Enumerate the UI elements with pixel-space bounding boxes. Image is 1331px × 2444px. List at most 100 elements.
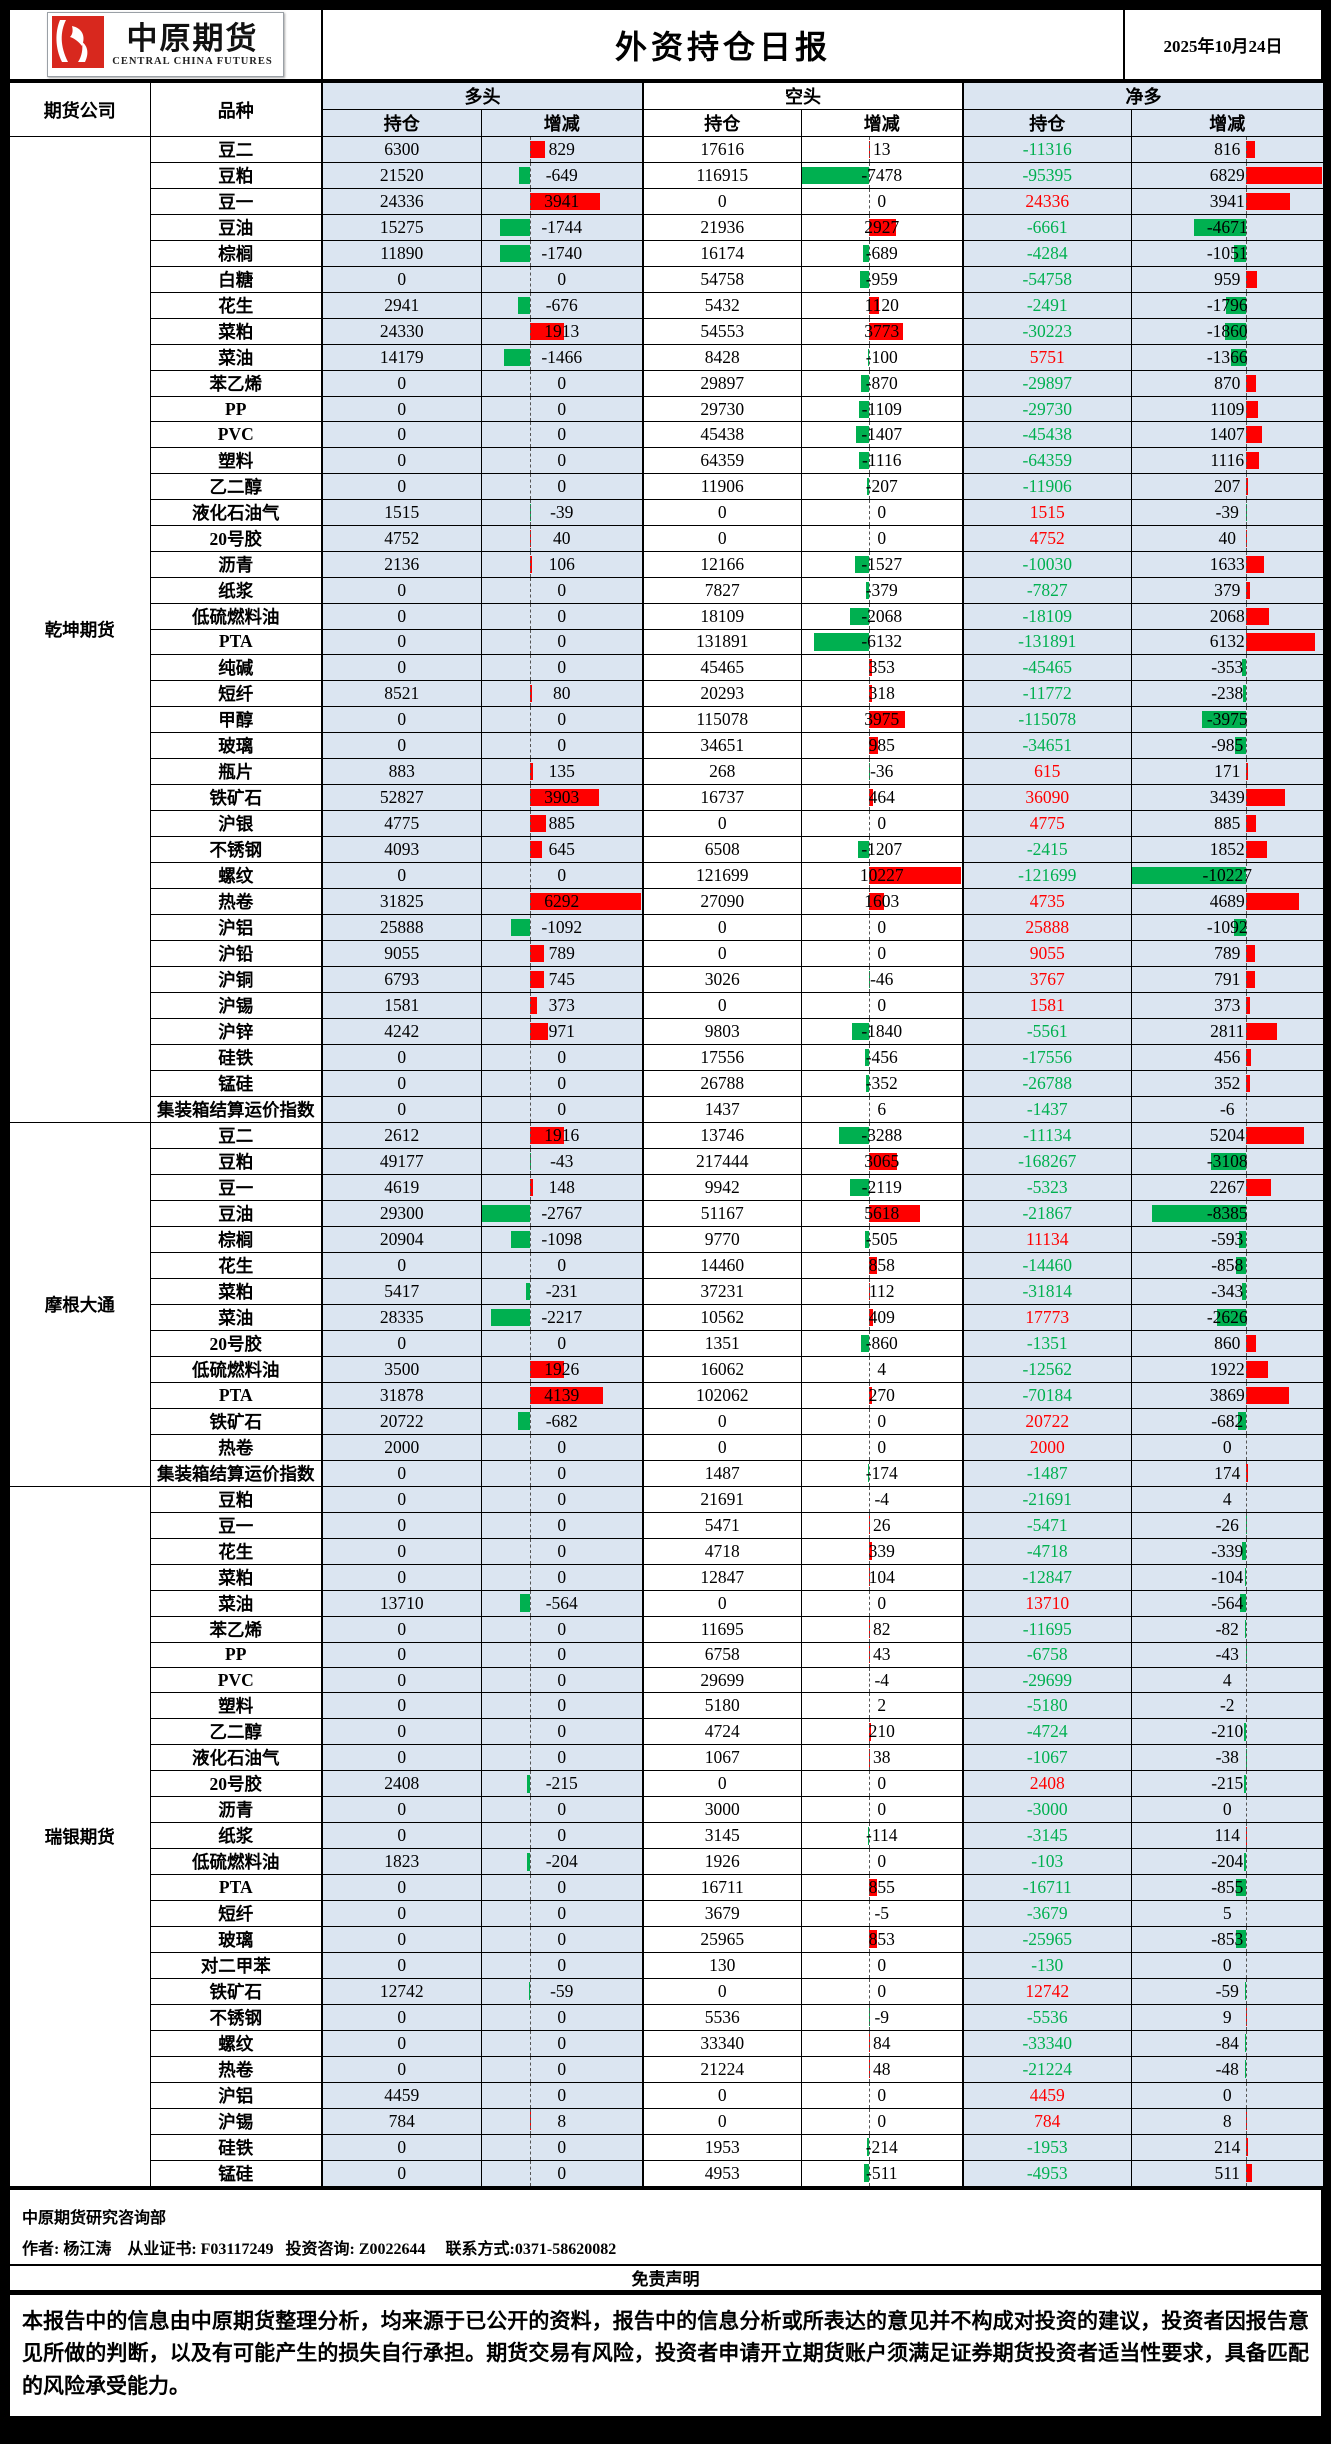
change-data-bar [869, 658, 873, 677]
short-change-cell: 853 [800, 1925, 964, 1953]
bar-axis-line [530, 578, 532, 603]
short-position-cell: 13746 [642, 1122, 802, 1150]
net-change-cell: -204 [1130, 1848, 1325, 1876]
net-position-cell: -33340 [962, 2029, 1132, 2057]
net-change-cell: 3869 [1130, 1382, 1325, 1409]
net-position-cell: -18109 [962, 602, 1132, 630]
long-change-cell: 0 [480, 2029, 644, 2057]
author-credentials: 作者: 杨江涛 从业证书: F03117249 投资咨询: Z0022644 联… [22, 2240, 617, 2258]
variety-cell: 豆油 [149, 214, 323, 241]
long-position-cell: 0 [321, 732, 482, 760]
short-position-cell: 217444 [642, 1148, 802, 1176]
variety-cell: 铁矿石 [149, 1977, 323, 2005]
bar-axis-line [1246, 1123, 1248, 1148]
bar-axis-line [869, 759, 871, 784]
table-row: 豆一 0 0 5471 26 -5471 -26 [9, 1511, 1325, 1539]
table-row: 摩根大通 豆二 2612 1916 13746 -3288 -11134 5204 [8, 1122, 1325, 1487]
bar-axis-line [1246, 2083, 1248, 2108]
change-data-bar [529, 1982, 531, 2000]
change-data-bar [1225, 322, 1247, 341]
bar-axis-line [1246, 2057, 1248, 2082]
long-position-cell: 31825 [321, 888, 482, 916]
bar-axis-line [869, 1383, 871, 1408]
change-value: 8 [557, 2110, 567, 2131]
short-position-cell: 5180 [642, 1692, 802, 1720]
change-value: 829 [548, 139, 575, 159]
change-data-bar [1230, 348, 1247, 367]
short-position-cell: 25965 [642, 1925, 802, 1953]
long-position-cell: 0 [321, 2029, 482, 2057]
change-value: -6132 [861, 631, 903, 652]
long-change-cell: -1092 [480, 914, 644, 942]
bar-axis-line [530, 1175, 532, 1200]
short-position-cell: 0 [642, 188, 802, 215]
change-value: -26 [1215, 1514, 1239, 1535]
table-row: 沥青 2136 106 12166 -1527 -10030 1633 [9, 550, 1325, 578]
short-position-cell: 18109 [642, 602, 802, 630]
change-data-bar [869, 1386, 872, 1404]
table-row: 低硫燃料油 1823 -204 1926 0 -103 -204 [9, 1848, 1325, 1876]
change-value: 0 [1222, 2084, 1232, 2105]
short-change-cell: -505 [800, 1226, 964, 1254]
bar-axis-line [530, 1435, 532, 1460]
change-value: 0 [877, 1980, 887, 2001]
variety-cell: 铁矿石 [149, 1407, 323, 1435]
short-position-cell: 17556 [642, 1044, 802, 1072]
net-change-cell: 4689 [1130, 888, 1325, 916]
short-position-cell: 1487 [642, 1459, 802, 1487]
net-position-cell: -21224 [962, 2055, 1132, 2083]
variety-cell: 硅铁 [149, 1044, 323, 1072]
net-position-cell: -7827 [962, 576, 1132, 604]
long-position-cell: 0 [321, 1563, 482, 1591]
change-value: 0 [557, 1954, 567, 1975]
short-position-cell: 45438 [642, 421, 802, 448]
bar-axis-line [1246, 241, 1248, 266]
change-value: -6 [1219, 1099, 1235, 1120]
table-row: PVC 0 0 45438 -1407 -45438 1407 [9, 421, 1325, 448]
bar-axis-line [530, 2005, 532, 2030]
change-value: 352 [1214, 1073, 1241, 1094]
bar-axis-line [530, 2057, 532, 2082]
change-data-bar [1246, 581, 1251, 600]
change-value: -39 [550, 501, 574, 522]
change-data-bar [530, 192, 600, 211]
short-change-cell: 464 [800, 784, 964, 812]
bar-axis-line [1246, 1175, 1248, 1200]
change-value: -853 [1211, 1928, 1244, 1949]
long-position-cell: 0 [321, 446, 482, 474]
net-change-cell: -985 [1130, 732, 1325, 760]
bar-axis-line [1246, 345, 1248, 370]
change-value: 0 [557, 373, 567, 393]
variety-cell: 铁矿石 [149, 784, 323, 812]
change-value: 48 [873, 2058, 891, 2079]
change-data-bar [1236, 1256, 1246, 1275]
change-data-bar [526, 1853, 531, 1871]
bar-axis-line [530, 397, 532, 421]
change-value: 0 [557, 1540, 567, 1561]
subheader-short-position: 持仓 [642, 109, 802, 137]
net-change-cell: -215 [1130, 1770, 1325, 1798]
net-position-cell: -29699 [962, 1666, 1132, 1694]
short-change-cell: 0 [800, 1796, 964, 1824]
net-change-cell: -38 [1130, 1744, 1325, 1772]
variety-cell: 低硫燃料油 [149, 1356, 323, 1384]
change-value: -985 [1211, 735, 1244, 756]
short-position-cell: 6508 [642, 836, 802, 864]
bar-axis-line [530, 500, 532, 525]
variety-cell: 豆粕 [149, 162, 323, 189]
long-position-cell: 0 [321, 1925, 482, 1953]
net-position-cell: -14460 [962, 1252, 1132, 1280]
net-change-cell: 0 [1130, 1951, 1325, 1979]
change-value: 0 [877, 1954, 887, 1975]
net-position-cell: -2491 [962, 292, 1132, 319]
long-change-cell: 745 [480, 966, 644, 994]
change-value: 0 [557, 657, 567, 678]
change-data-bar [1239, 1230, 1247, 1249]
net-position-cell: 12742 [962, 1977, 1132, 2005]
short-position-cell: 8428 [642, 344, 802, 371]
short-change-cell: 3975 [800, 706, 964, 734]
table-row: 铁矿石 12742 -59 0 0 12742 -59 [9, 1977, 1325, 2005]
net-position-cell: -130 [962, 1951, 1132, 1979]
long-change-cell: 0 [480, 370, 644, 397]
net-position-cell: -3145 [962, 1822, 1132, 1850]
